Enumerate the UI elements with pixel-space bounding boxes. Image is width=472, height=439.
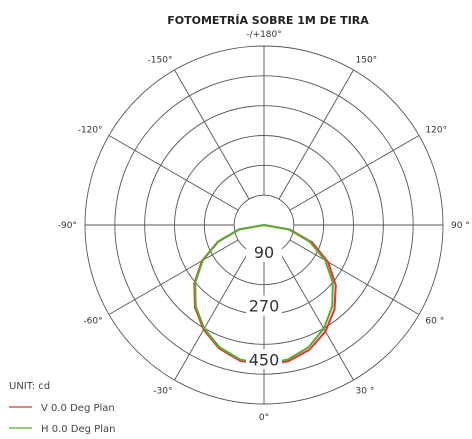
unit-label: UNIT: cd xyxy=(9,381,50,392)
grid-spoke xyxy=(174,69,250,200)
angle-label: -/+180° xyxy=(246,30,282,40)
angle-label: 0° xyxy=(259,413,269,423)
grid-spoke xyxy=(174,250,250,381)
legend-label-v: V 0.0 Deg Plan xyxy=(41,403,115,414)
ring-label: 450 xyxy=(249,350,280,369)
ring-label: 90 xyxy=(254,243,274,262)
grid-spoke xyxy=(108,239,239,315)
angle-label: -150° xyxy=(148,56,173,66)
angle-label: -90° xyxy=(58,221,77,231)
chart-title: FOTOMETRÍA SOBRE 1M DE TIRA xyxy=(167,14,369,27)
grid-spoke xyxy=(289,135,420,211)
ring-label-backdrop xyxy=(246,349,282,370)
ring-label: 270 xyxy=(249,297,280,316)
angle-label: 90 ° xyxy=(451,221,470,231)
grid-spoke xyxy=(278,250,354,381)
ring-labels: 90 270 450 xyxy=(246,241,282,370)
grid-spoke xyxy=(278,69,354,200)
ring-label-backdrop xyxy=(246,241,282,262)
angle-label: 60 ° xyxy=(425,317,444,327)
angle-label: -30° xyxy=(153,386,172,396)
grid-spokes xyxy=(85,46,443,404)
ring-label-backdrop xyxy=(246,295,282,316)
angle-label: -120° xyxy=(78,126,103,136)
legend: UNIT: cd V 0.0 Deg Plan H 0.0 Deg Plan xyxy=(9,381,115,435)
angle-label: 150° xyxy=(356,56,378,66)
angle-labels: -/+180° 150° -150° 120° -120° 90 ° -90° 60 ° -60… xyxy=(58,30,470,423)
grid-spoke xyxy=(108,135,239,211)
angle-label: 120° xyxy=(425,126,447,136)
legend-label-h: H 0.0 Deg Plan xyxy=(41,424,115,435)
grid-spoke xyxy=(289,239,420,315)
angle-label: 30 ° xyxy=(356,386,375,396)
angle-label: -60° xyxy=(83,317,102,327)
